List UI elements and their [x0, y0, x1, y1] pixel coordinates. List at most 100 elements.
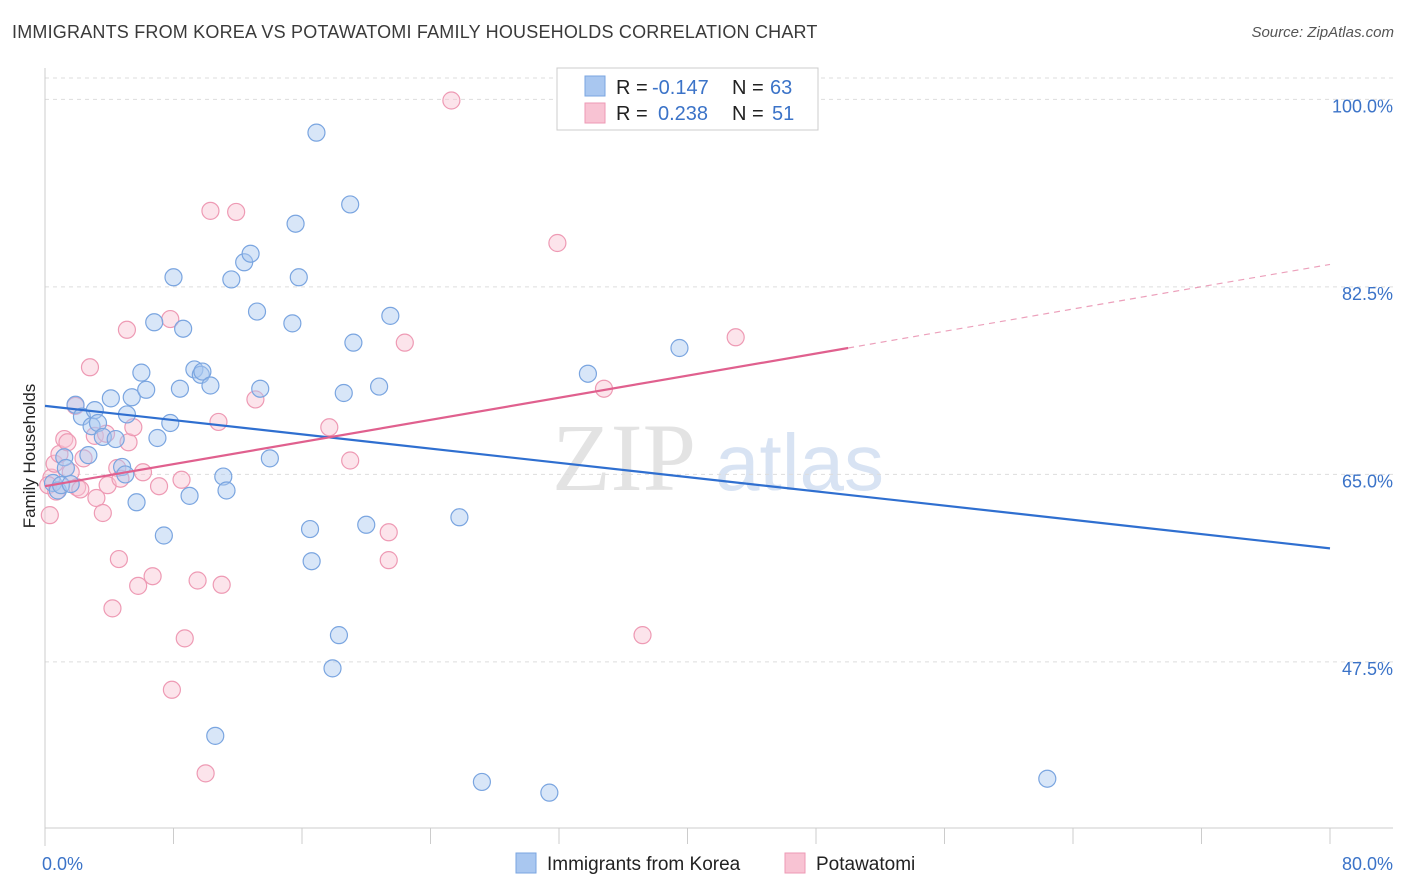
korea-point-19 [127, 493, 146, 512]
potawatomi-point-32 [188, 571, 207, 590]
korea-point-33 [201, 376, 220, 395]
potawatomi-point-34 [201, 201, 220, 220]
korea-point-4 [56, 458, 75, 478]
korea-point-35 [214, 467, 233, 486]
korea-point-20 [132, 363, 151, 382]
korea-point-46 [300, 519, 320, 539]
legend-korea-n-value: 63 [770, 77, 792, 99]
korea-point-60 [578, 364, 598, 383]
potawatomi-point-0 [40, 506, 59, 525]
korea-point-28 [174, 319, 193, 338]
potawatomi-point-4 [55, 429, 74, 449]
potawatomi-point-38 [246, 390, 265, 409]
korea-point-8 [79, 446, 98, 465]
potawatomi-point-36 [212, 575, 231, 594]
korea-point-51 [334, 383, 353, 403]
korea-point-5 [61, 474, 80, 494]
legend-pota-r-value: 0.238 [658, 103, 708, 125]
legend-korea-n-label: N = [732, 77, 764, 99]
bottom-legend-korea-swatch [515, 852, 537, 874]
korea-point-27 [170, 379, 190, 398]
korea-point-36 [217, 481, 236, 500]
x-tick-label-max: 80.0% [1342, 854, 1393, 874]
korea-point-29 [180, 486, 199, 505]
korea-point-61 [670, 338, 689, 358]
potawatomi-point-37 [227, 202, 246, 222]
bottom-legend-korea-label: Immigrants from Korea [547, 854, 741, 875]
potawatomi-point-45 [548, 233, 567, 253]
watermark-atlas: atlas [715, 418, 884, 507]
potawatomi-trend-line [44, 346, 849, 488]
korea-point-40 [247, 302, 267, 321]
korea-point-54 [357, 515, 376, 534]
legend-pota-n-label: N = [732, 103, 764, 125]
korea-point-41 [251, 379, 270, 398]
bottom-legend-pota-label: Potawatomi [816, 854, 915, 875]
potawatomi-point-43 [395, 333, 414, 352]
korea-point-43 [283, 314, 302, 333]
korea-point-56 [381, 306, 400, 325]
potawatomi-point-17 [103, 599, 122, 618]
y-tick-label-0: 47.5% [1342, 659, 1393, 679]
potawatomi-point-41 [379, 523, 398, 542]
korea-point-25 [161, 413, 180, 433]
korea-point-23 [148, 428, 167, 448]
trend-lines [44, 263, 1331, 550]
bottom-legend: Immigrants from Korea Potawatomi [515, 852, 915, 875]
potawatomi-point-44 [442, 91, 461, 110]
korea-point-59 [540, 783, 559, 802]
korea-point-50 [329, 626, 349, 645]
potawatomi-point-27 [149, 477, 169, 496]
korea-point-48 [307, 123, 326, 142]
potawatomi-point-29 [162, 680, 181, 699]
bottom-legend-pota-swatch [784, 852, 806, 874]
potawatomi-point-24 [129, 576, 148, 595]
potawatomi-point-5 [58, 433, 77, 452]
y-axis-label: Family Households [20, 384, 39, 529]
legend-pota-swatch [584, 102, 606, 124]
potawatomi-point-47 [633, 626, 652, 645]
potawatomi-point-40 [341, 451, 360, 470]
y-tick-label-1: 65.0% [1342, 471, 1393, 491]
korea-point-49 [323, 659, 342, 678]
potawatomi-point-25 [133, 463, 153, 482]
y-tick-label-2: 82.5% [1342, 284, 1393, 304]
potawatomi-point-39 [320, 418, 339, 437]
korea-point-34 [206, 726, 225, 745]
chart-title: IMMIGRANTS FROM KOREA VS POTAWATOMI FAMI… [12, 22, 818, 42]
legend-box: R = -0.147 N = 63 R = 0.238 N = 51 [556, 67, 819, 131]
potawatomi-points [39, 91, 745, 783]
korea-point-21 [137, 380, 156, 399]
potawatomi-point-21 [117, 320, 137, 339]
potawatomi-point-10 [74, 449, 93, 468]
korea-point-22 [145, 313, 164, 332]
legend-korea-r-label: R = [616, 77, 648, 99]
axes [44, 68, 1393, 846]
potawatomi-point-35 [209, 412, 228, 432]
potawatomi-point-31 [175, 629, 194, 648]
korea-point-53 [344, 333, 363, 352]
potawatomi-point-48 [726, 328, 745, 347]
potawatomi-point-26 [143, 567, 162, 586]
potawatomi-point-2 [45, 454, 64, 473]
potawatomi-point-19 [109, 549, 128, 569]
legend-pota-n-value: 51 [772, 103, 794, 125]
korea-point-55 [370, 377, 389, 396]
y-tick-label-3: 100.0% [1332, 96, 1393, 116]
potawatomi-point-30 [172, 470, 191, 489]
korea-point-39 [241, 244, 260, 263]
legend-pota-r-label: R = [616, 103, 648, 125]
potawatomi-point-13 [87, 488, 106, 508]
potawatomi-point-33 [196, 764, 215, 783]
x-tick-label-min: 0.0% [42, 854, 83, 874]
potawatomi-trend-extension [848, 263, 1331, 349]
potawatomi-point-42 [379, 551, 398, 570]
korea-point-57 [450, 508, 469, 527]
watermark-zip: ZIP [552, 404, 696, 511]
korea-point-45 [289, 268, 308, 287]
potawatomi-point-11 [80, 358, 100, 377]
korea-trend-line [44, 404, 1331, 550]
korea-point-24 [154, 526, 173, 545]
legend-korea-swatch [584, 75, 606, 97]
